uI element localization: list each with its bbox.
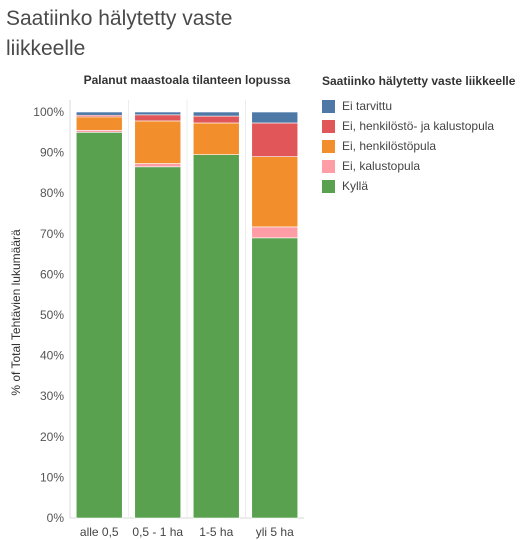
legend: Saatiinko hälytetty vaste liikkeelle Ei … bbox=[322, 74, 520, 196]
legend-item[interactable]: Kyllä bbox=[322, 176, 520, 196]
y-tick-label: 90% bbox=[40, 146, 64, 160]
y-tick-label: 40% bbox=[40, 349, 64, 363]
bar-segment bbox=[192, 115, 240, 124]
legend-item[interactable]: Ei, henkilöstö- ja kalustopula bbox=[322, 116, 520, 136]
legend-items: Ei tarvittu Ei, henkilöstö- ja kalustopul… bbox=[322, 96, 520, 196]
y-tick-label: 80% bbox=[40, 186, 64, 200]
legend-item[interactable]: Ei tarvittu bbox=[322, 96, 520, 116]
y-tick-label: 50% bbox=[40, 308, 64, 322]
bar-segment bbox=[251, 156, 299, 228]
bar-segment bbox=[251, 226, 299, 239]
legend-title: Saatiinko hälytetty vaste liikkeelle bbox=[322, 74, 516, 88]
y-tick-label: 0% bbox=[47, 511, 65, 525]
legend-label: Ei tarvittu bbox=[342, 99, 393, 113]
legend-label: Kyllä bbox=[342, 179, 369, 193]
x-tick-label: yli 5 ha bbox=[256, 525, 294, 539]
bar-segment bbox=[134, 111, 182, 116]
x-tick-label: 0,5 - 1 ha bbox=[132, 525, 183, 539]
legend-label: Ei, henkilöstö- ja kalustopula bbox=[342, 119, 495, 133]
legend-swatch bbox=[322, 119, 335, 133]
bar-segment bbox=[134, 114, 182, 122]
bar-segment bbox=[192, 111, 240, 117]
legend-swatch bbox=[322, 99, 335, 113]
legend-swatch bbox=[322, 139, 335, 153]
bar-segment bbox=[75, 129, 123, 133]
legend-swatch bbox=[322, 159, 335, 173]
bar-segment bbox=[192, 154, 240, 519]
legend-label: Ei, henkilöstöpula bbox=[342, 139, 437, 153]
bar-segment bbox=[75, 111, 123, 116]
bar-segment bbox=[75, 132, 123, 519]
bar-segment bbox=[75, 116, 123, 131]
legend-swatch bbox=[322, 179, 335, 193]
y-tick-label: 20% bbox=[40, 430, 64, 444]
bar-segment bbox=[134, 163, 182, 168]
legend-item[interactable]: Ei, henkilöstöpula bbox=[322, 136, 520, 156]
y-tick-label: 60% bbox=[40, 267, 64, 281]
bar-segment bbox=[134, 120, 182, 164]
y-tick-label: 100% bbox=[33, 105, 64, 119]
page-title: Saatiinko hälytetty vaste liikkeelle bbox=[6, 7, 233, 60]
y-axis-label: % of Total Tehtävien lukumäärä bbox=[9, 229, 23, 396]
bar-segment bbox=[251, 111, 299, 124]
legend-label: Ei, kalustopula bbox=[342, 159, 421, 173]
bar-segment bbox=[192, 122, 240, 155]
bar-segment bbox=[251, 237, 299, 519]
y-tick-label: 70% bbox=[40, 227, 64, 241]
legend-item[interactable]: Ei, kalustopula bbox=[322, 156, 520, 176]
bar-segment bbox=[134, 166, 182, 519]
y-tick-label: 10% bbox=[40, 470, 64, 484]
chart-title: Palanut maastoala tilanteen lopussa bbox=[84, 73, 291, 87]
bar-segment bbox=[251, 122, 299, 157]
x-tick-label: alle 0,5 bbox=[80, 525, 119, 539]
y-tick-label: 30% bbox=[40, 389, 64, 403]
x-tick-label: 1-5 ha bbox=[199, 525, 233, 539]
